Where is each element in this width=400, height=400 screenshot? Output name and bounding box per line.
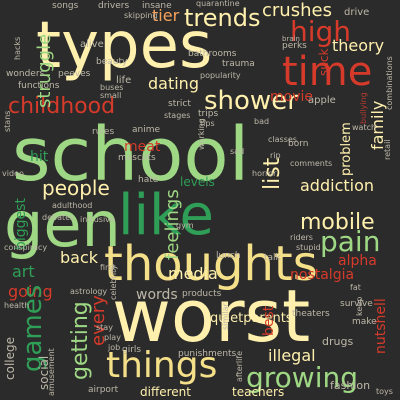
word-beauty: beauty xyxy=(96,58,127,67)
word-fashion: fashion xyxy=(330,380,370,391)
word-skipping: skipping xyxy=(124,12,158,20)
word-job: job xyxy=(108,344,120,352)
word-working: working xyxy=(198,118,206,150)
word-toys: toys xyxy=(376,388,393,396)
word-airport: airport xyxy=(88,386,118,395)
word-rip: rip xyxy=(270,152,281,160)
word-hacks: hacks xyxy=(14,37,22,60)
word-girls: girls xyxy=(122,346,141,355)
word-intrusive: intrusive xyxy=(80,216,115,224)
word-riders: riders xyxy=(290,234,313,242)
word-combinations: combinations xyxy=(386,56,394,110)
word-different: different xyxy=(140,386,191,398)
word-lunch: lunch xyxy=(216,252,241,261)
word-wonders: wonders xyxy=(6,70,44,79)
word-afterlife: afterlife xyxy=(236,351,244,382)
word-popularity: popularity xyxy=(200,72,241,80)
word-hit: hit xyxy=(30,150,48,164)
word-keep: keep xyxy=(356,297,364,316)
word-people: people xyxy=(42,178,110,198)
word-amusement: amusement xyxy=(48,348,56,396)
word-stans: stans xyxy=(4,111,12,132)
word-media: media xyxy=(168,266,218,282)
word-stay: stay xyxy=(96,324,113,332)
word-stupid: stupid xyxy=(296,244,321,252)
word-alpha: alpha xyxy=(338,254,377,268)
word-conspiracy: conspiracy xyxy=(4,244,47,252)
word-illegal: illegal xyxy=(268,348,316,364)
word-small: small xyxy=(100,92,121,100)
word-bathrooms: bathrooms xyxy=(188,50,236,59)
word-nostalgia: nostalgia xyxy=(290,268,354,282)
word-dating: dating xyxy=(148,76,199,92)
word-anime: anime xyxy=(132,126,160,135)
word-crushes: crushes xyxy=(262,2,332,20)
word-movie: movie xyxy=(270,90,313,104)
word-quarantine: quarantine xyxy=(196,0,240,8)
word-trauma: trauma xyxy=(222,60,255,69)
word-bullying: bullying xyxy=(360,92,368,124)
word-drivers: drivers xyxy=(98,2,129,11)
word-childhood: childhood xyxy=(8,96,115,118)
word-video: video xyxy=(2,170,24,178)
word-make: make xyxy=(352,318,377,327)
word-adulthood: adulthood xyxy=(52,202,92,210)
word-strict: strict xyxy=(168,100,191,109)
word-apple: apple xyxy=(308,96,336,106)
word-insane: insane xyxy=(142,2,172,11)
word-celebrity: celebrity xyxy=(110,265,118,300)
word-theaters: theaters xyxy=(292,310,330,319)
word-theory: theory xyxy=(332,38,384,54)
word-brain: brain xyxy=(282,36,300,43)
word-watch: watch xyxy=(352,124,376,132)
word-back: back xyxy=(60,250,98,266)
word-products: products xyxy=(182,290,221,299)
word-mascots: mascots xyxy=(118,154,156,163)
word-trends: trends xyxy=(184,6,260,30)
word-punishments: punishments xyxy=(178,350,236,359)
word-songs: songs xyxy=(52,2,78,11)
word-teachers: teachers xyxy=(232,386,284,398)
word-retail: retail xyxy=(384,139,392,160)
word-debates: debates xyxy=(42,214,74,222)
word-drugs: drugs xyxy=(322,336,353,347)
word-comments: comments xyxy=(290,160,332,168)
word-horror: horror xyxy=(252,170,276,178)
word-alive: alive xyxy=(80,40,104,50)
word-talk: talk xyxy=(264,254,281,263)
word-meat: meat xyxy=(124,140,160,154)
word-astrology: astrology xyxy=(70,288,107,296)
word-college: college xyxy=(4,337,16,380)
word-bad: bad xyxy=(254,118,269,126)
word-addiction: addiction xyxy=(300,178,374,194)
word-perks: perks xyxy=(282,42,307,51)
word-health: health xyxy=(4,302,29,310)
word-pain: pain xyxy=(320,228,380,256)
word-levels: levels xyxy=(180,176,215,188)
word-sad: sad xyxy=(230,148,244,156)
word-fat: fat xyxy=(350,284,361,292)
word-functions: functions xyxy=(18,82,59,91)
word-drive: drive xyxy=(344,8,369,18)
word-hate: hate xyxy=(138,176,158,185)
word-best: best xyxy=(262,306,276,336)
word-rules: rules xyxy=(92,128,114,137)
word-stages: stages xyxy=(164,112,190,120)
word-art: art xyxy=(12,264,35,280)
word-classes: classes xyxy=(268,136,297,144)
word-play: play xyxy=(104,334,121,342)
word-similar: similar xyxy=(222,303,230,330)
word-suck: suck xyxy=(318,49,330,76)
word-peeves: peeves xyxy=(58,70,90,79)
word-gym: gym xyxy=(176,222,194,230)
word-words: words xyxy=(136,288,178,302)
